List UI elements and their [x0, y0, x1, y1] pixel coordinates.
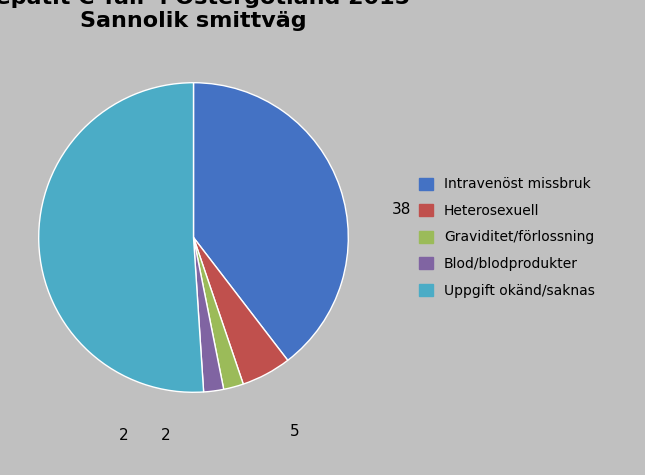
Text: 38: 38 — [392, 202, 411, 217]
Text: 5: 5 — [290, 424, 299, 438]
Text: 2: 2 — [119, 428, 128, 443]
Wedge shape — [194, 238, 224, 392]
Wedge shape — [194, 238, 243, 390]
Text: 2: 2 — [161, 428, 170, 443]
Title: Hepatit C-fall  i Östergötland 2015
Sannolik smittväg: Hepatit C-fall i Östergötland 2015 Sanno… — [0, 0, 410, 31]
Legend: Intravenöst missbruk, Heterosexuell, Graviditet/förlossning, Blod/blodprodukter,: Intravenöst missbruk, Heterosexuell, Gra… — [413, 172, 600, 303]
Wedge shape — [194, 83, 348, 361]
Wedge shape — [39, 83, 204, 392]
Wedge shape — [194, 238, 288, 384]
